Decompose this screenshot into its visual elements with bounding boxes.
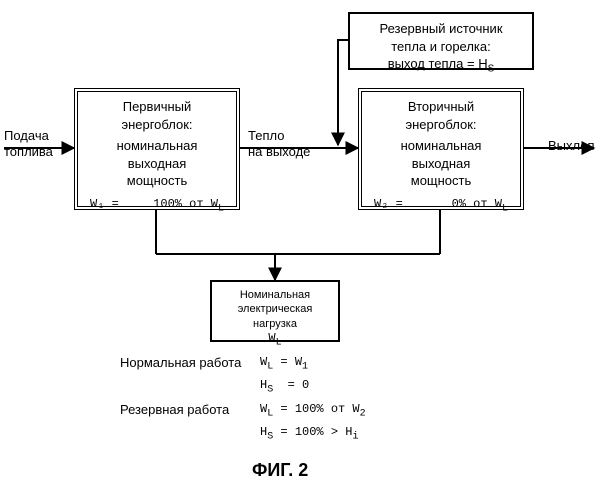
secondary-title1: Вторичный — [366, 98, 516, 116]
primary-block-box: Первичный энергоблок: номинальная выходн… — [74, 88, 240, 210]
secondary-title2: энергоблок: — [366, 116, 516, 134]
eq-row-0: Нормальная работа WL = W1 — [120, 352, 366, 375]
primary-line1: номинальная — [82, 137, 232, 155]
figure-caption: ФИГ. 2 — [252, 460, 308, 481]
secondary-line3: мощность — [366, 172, 516, 190]
fuel-label: Подача топлива — [4, 128, 53, 161]
reserve-line1: Резервный источник — [354, 20, 528, 38]
primary-w-row: W₁ = 100% от WL — [82, 196, 232, 216]
exhaust-label: Выхлоп — [548, 138, 595, 154]
primary-line2: выходная — [82, 155, 232, 173]
secondary-block-box: Вторичный энергоблок: номинальная выходн… — [358, 88, 524, 210]
eq-row-1: HS = 0 — [120, 375, 366, 398]
eq-r2: WL = 100% от W2 — [260, 399, 366, 422]
primary-w-left: W₁ = — [90, 196, 119, 216]
reserve-source-box: Резервный источник тепла и горелка: выхо… — [348, 12, 534, 70]
secondary-line2: выходная — [366, 155, 516, 173]
eq-row-2: Резервная работа WL = 100% от W2 — [120, 399, 366, 422]
heat-label: Тепло на выходе — [248, 128, 310, 161]
equations-block: Нормальная работа WL = W1 HS = 0 Резервн… — [120, 352, 366, 446]
eq-r0: WL = W1 — [260, 352, 308, 375]
secondary-w-row: W₂ = 0% от WL — [366, 196, 516, 216]
diagram-canvas: Резервный источник тепла и горелка: выхо… — [0, 0, 604, 500]
load-line2: электрическая — [218, 302, 332, 316]
primary-line3: мощность — [82, 172, 232, 190]
primary-w-right: 100% от WL — [153, 196, 224, 216]
secondary-w-right: 0% от WL — [452, 196, 508, 216]
load-line3: нагрузка — [218, 317, 332, 331]
primary-title1: Первичный — [82, 98, 232, 116]
load-line1: Номинальная — [218, 288, 332, 302]
load-box: Номинальная электрическая нагрузка WL — [210, 280, 340, 342]
primary-title2: энергоблок: — [82, 116, 232, 134]
secondary-w-left: W₂ = — [374, 196, 403, 216]
eq-r3: HS = 100% > Hi — [260, 422, 358, 445]
eq-r1: HS = 0 — [260, 375, 309, 398]
eq-row-3: HS = 100% > Hi — [120, 422, 366, 445]
secondary-line1: номинальная — [366, 137, 516, 155]
reserve-line3: выход тепла = HS — [354, 55, 528, 76]
reserve-line2: тепла и горелка: — [354, 38, 528, 56]
load-line4: WL — [218, 331, 332, 349]
